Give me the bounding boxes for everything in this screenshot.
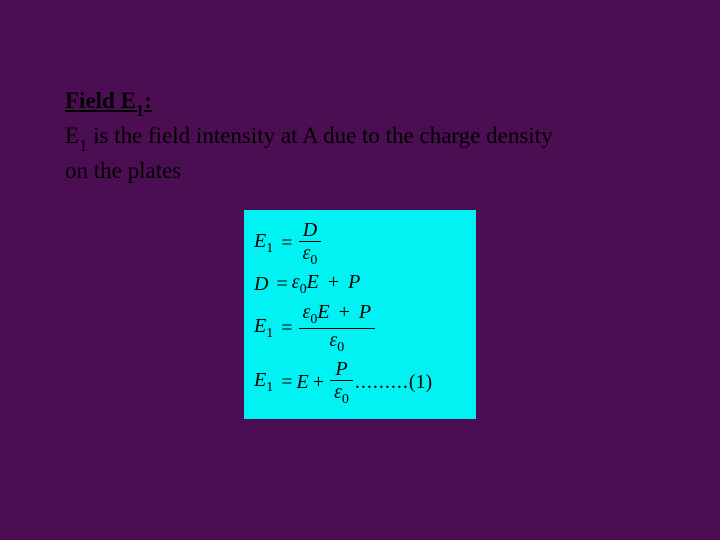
eq4-den-eps: ε bbox=[334, 381, 342, 403]
eq3-lhs: E1 bbox=[254, 315, 273, 342]
equation-4: E1 = E + P ε0 ......... (1) bbox=[254, 358, 466, 407]
eq2-plus: + bbox=[328, 271, 339, 293]
eq2-eps: ε bbox=[292, 271, 300, 293]
eq4-fraction: P ε0 bbox=[330, 358, 353, 407]
eq4-dots: ......... bbox=[355, 371, 409, 394]
eq2-equals: = bbox=[276, 273, 287, 296]
eq4-num: P bbox=[331, 358, 351, 380]
slide: Field E1: E1 is the field intensity at A… bbox=[0, 0, 720, 540]
equation-2: D = ε0E + P bbox=[254, 271, 466, 298]
heading-block: Field E1: E1 is the field intensity at A… bbox=[65, 85, 655, 186]
eq2-E: E bbox=[307, 271, 319, 293]
eq3-num-E: E bbox=[317, 301, 329, 323]
eq2-P: P bbox=[348, 271, 360, 293]
eq3-equals: = bbox=[281, 317, 292, 340]
eq3-den: ε0 bbox=[325, 329, 348, 355]
eq2-rhs: ε0E + P bbox=[292, 271, 361, 298]
eq1-E: E bbox=[254, 230, 266, 252]
eq4-den-eps-sub: 0 bbox=[342, 392, 349, 407]
eq1-den: ε0 bbox=[299, 242, 322, 268]
line2-rest: is the field intensity at A due to the c… bbox=[87, 123, 552, 148]
heading-line-1: Field E1: bbox=[65, 85, 655, 120]
equation-box: E1 = D ε0 D = ε0E + P E1 = bbox=[244, 210, 476, 419]
eq1-eps-sub: 0 bbox=[310, 253, 317, 268]
eq4-ref: (1) bbox=[409, 371, 432, 394]
eq4-lhs-E: E bbox=[254, 369, 266, 391]
eq4-lhs: E1 bbox=[254, 369, 273, 396]
equation-3: E1 = ε0E + P ε0 bbox=[254, 301, 466, 355]
eq3-sub: 1 bbox=[266, 326, 273, 341]
eq1-fraction: D ε0 bbox=[299, 219, 322, 268]
eq2-lhs: D bbox=[254, 273, 268, 296]
eq1-equals: = bbox=[281, 232, 292, 255]
eq4-den: ε0 bbox=[330, 381, 353, 407]
eq3-num-plus: + bbox=[339, 301, 350, 323]
eq3-E: E bbox=[254, 315, 266, 337]
eq4-lhs-sub: 1 bbox=[266, 380, 273, 395]
heading-line-2: E1 is the field intensity at A due to th… bbox=[65, 120, 655, 155]
e-symbol: E bbox=[65, 123, 79, 148]
e-subscript: 1 bbox=[79, 136, 87, 155]
eq3-num: ε0E + P bbox=[299, 301, 376, 327]
eq3-den-eps-sub: 0 bbox=[337, 340, 344, 355]
eq1-lhs: E1 bbox=[254, 230, 273, 257]
equation-1: E1 = D ε0 bbox=[254, 219, 466, 268]
eq4-equals: = bbox=[281, 371, 292, 394]
eq1-sub: 1 bbox=[266, 241, 273, 256]
eq3-fraction: ε0E + P ε0 bbox=[299, 301, 376, 355]
field-title: Field E1: bbox=[65, 88, 152, 113]
heading-line-3: on the plates bbox=[65, 155, 655, 186]
eq2-eps-sub: 0 bbox=[300, 282, 307, 297]
eq4-E: E bbox=[297, 371, 309, 394]
eq1-num: D bbox=[299, 219, 321, 241]
title-word: Field E bbox=[65, 88, 136, 113]
title-colon: : bbox=[144, 88, 152, 113]
eq4-plus: + bbox=[313, 371, 324, 394]
eq3-num-P: P bbox=[359, 301, 371, 323]
title-subscript: 1 bbox=[136, 101, 144, 120]
